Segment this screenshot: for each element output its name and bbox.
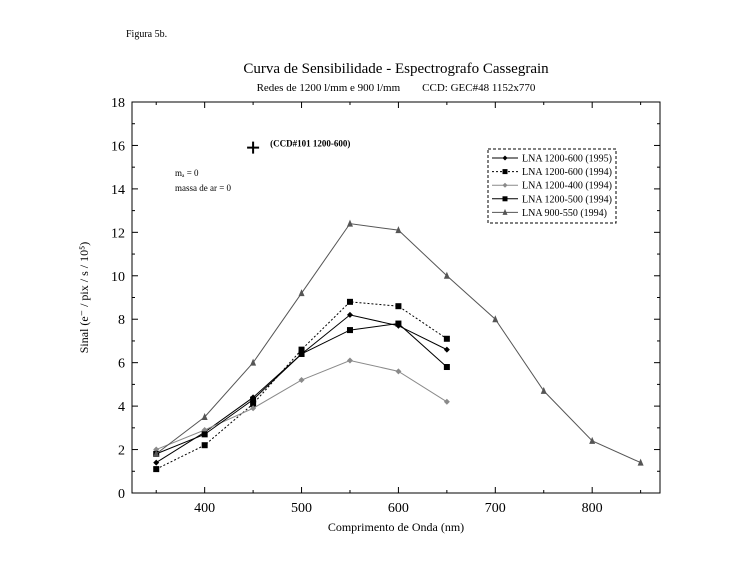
data-point bbox=[502, 169, 508, 175]
series-1 bbox=[153, 311, 450, 466]
y-tick-label: 10 bbox=[111, 270, 125, 285]
series-line bbox=[155, 314, 448, 464]
data-point bbox=[250, 405, 257, 412]
y-axis-label: Sinal (e⁻ / pix / s / 10⁵) bbox=[77, 242, 91, 354]
legend-box bbox=[487, 148, 617, 224]
x-tick-label: 500 bbox=[291, 501, 312, 516]
y-tick-label: 14 bbox=[111, 183, 125, 198]
legend-item: LNA 1200-500 (1994) bbox=[492, 194, 612, 205]
legend-label: LNA 1200-500 (1994) bbox=[522, 194, 612, 205]
data-point bbox=[201, 431, 208, 438]
figure-label: Figura 5b. bbox=[126, 29, 168, 40]
data-point bbox=[250, 396, 257, 403]
legend-item: LNA 1200-600 (1994) bbox=[492, 167, 612, 178]
y-tick-label: 6 bbox=[118, 357, 125, 372]
x-tick-label: 700 bbox=[485, 501, 506, 516]
legend-label: LNA 1200-600 (1994) bbox=[522, 167, 612, 178]
x-tick-label: 800 bbox=[582, 501, 603, 516]
data-point bbox=[346, 327, 353, 334]
data-point bbox=[502, 196, 508, 202]
y-tick-label: 12 bbox=[111, 226, 125, 241]
y-tick-label: 2 bbox=[118, 444, 125, 459]
data-point bbox=[443, 271, 450, 279]
data-point bbox=[443, 335, 450, 342]
data-point bbox=[153, 459, 160, 466]
y-tick-label: 18 bbox=[111, 96, 125, 111]
y-tick-label: 16 bbox=[111, 139, 125, 154]
data-point bbox=[443, 346, 450, 353]
data-point bbox=[201, 442, 208, 449]
legend-item: LNA 1200-400 (1994) bbox=[492, 181, 612, 192]
axis-ticks: 0 2 4 6 8 10 12 14 16 18 400 500 600 700 800 bbox=[111, 96, 660, 516]
data-point bbox=[298, 350, 305, 357]
data-point bbox=[540, 386, 547, 394]
data-point bbox=[298, 346, 305, 353]
annotation-group: (CCD#101 1200-600) mₐ = 0 massa de ar = 0 bbox=[175, 139, 350, 193]
data-point bbox=[589, 436, 596, 444]
data-point bbox=[502, 208, 508, 215]
series-group bbox=[153, 219, 644, 473]
series-2 bbox=[153, 298, 450, 473]
legend-label: LNA 1200-400 (1994) bbox=[522, 181, 612, 192]
y-tick-label: 0 bbox=[118, 487, 125, 502]
data-point bbox=[443, 398, 450, 405]
x-tick-label: 400 bbox=[194, 501, 215, 516]
legend: LNA 1200-600 (1995) LNA 1200-600 (1994) LN… bbox=[487, 148, 617, 224]
series-line bbox=[155, 223, 641, 464]
data-point bbox=[502, 182, 508, 188]
data-point bbox=[443, 364, 450, 371]
data-point bbox=[395, 303, 402, 310]
chart-title: Curva de Sensibilidade - Espectrografo C… bbox=[243, 61, 549, 77]
data-point bbox=[395, 368, 402, 375]
series-line bbox=[155, 301, 448, 470]
data-point bbox=[492, 315, 499, 323]
data-point bbox=[502, 155, 508, 161]
legend-label: LNA 900-550 (1994) bbox=[522, 208, 607, 219]
data-point bbox=[298, 377, 305, 384]
data-point bbox=[637, 458, 644, 466]
chart-subtitle: Redes de 1200 l/mm e 900 l/mm CCD: GEC#4… bbox=[256, 82, 536, 94]
legend-item: LNA 1200-600 (1995) bbox=[492, 154, 612, 165]
legend-item: LNA 900-550 (1994) bbox=[492, 208, 607, 219]
series-5 bbox=[153, 219, 644, 466]
data-point bbox=[346, 298, 353, 305]
y-tick-label: 4 bbox=[118, 400, 125, 415]
y-tick-label: 8 bbox=[118, 313, 125, 328]
data-point bbox=[298, 289, 305, 297]
annotation-label: (CCD#101 1200-600) bbox=[270, 139, 350, 149]
data-point bbox=[250, 358, 257, 366]
data-point bbox=[346, 219, 353, 227]
legend-label: LNA 1200-600 (1995) bbox=[522, 154, 612, 165]
data-point bbox=[250, 400, 257, 407]
data-point bbox=[153, 449, 160, 457]
data-point bbox=[346, 311, 353, 318]
x-axis-label: Comprimento de Onda (nm) bbox=[328, 520, 464, 534]
data-point bbox=[395, 320, 402, 327]
data-point bbox=[346, 357, 353, 364]
series-3 bbox=[153, 357, 450, 453]
annotation-note: mₐ = 0 bbox=[175, 168, 199, 178]
x-tick-label: 600 bbox=[388, 501, 409, 516]
data-point bbox=[153, 466, 160, 473]
data-point bbox=[395, 226, 402, 234]
data-point bbox=[201, 412, 208, 420]
annotation-note: massa de ar = 0 bbox=[175, 183, 232, 193]
series-line bbox=[156, 323, 448, 455]
